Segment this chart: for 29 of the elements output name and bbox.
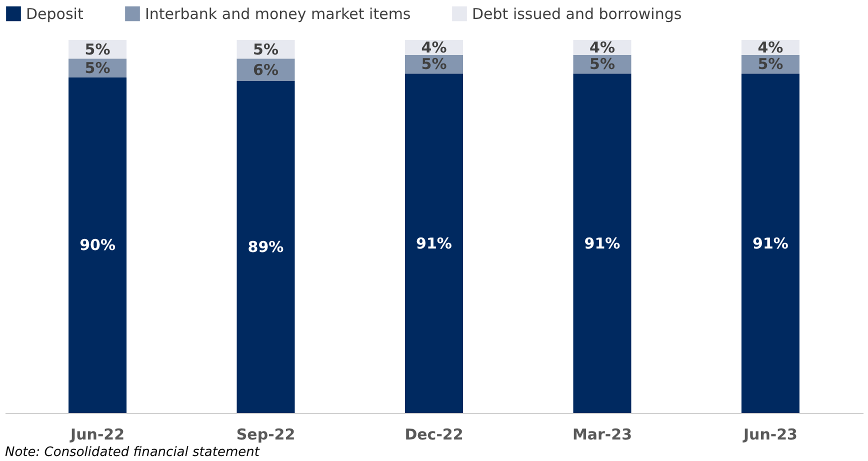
data-label: 91% <box>752 234 788 252</box>
x-tick-label: Dec-22 <box>404 426 464 444</box>
data-label: 5% <box>421 55 447 74</box>
x-tick-label: Jun-23 <box>742 426 798 444</box>
bar <box>68 77 127 413</box>
data-label: 4% <box>758 38 784 56</box>
data-label: 5% <box>590 55 615 74</box>
data-label: 89% <box>248 238 284 256</box>
legend-label: Interbank and money market items <box>145 4 411 23</box>
bar <box>573 74 632 413</box>
x-tick-label: Jun-22 <box>70 426 125 444</box>
x-tick-label: Mar-23 <box>572 426 632 444</box>
data-label: 5% <box>253 40 278 58</box>
legend-label: Debt issued and borrowings <box>472 4 682 23</box>
data-label: 5% <box>84 40 110 58</box>
data-label: 5% <box>758 55 784 74</box>
data-label: 4% <box>590 38 615 56</box>
data-label: 4% <box>421 38 447 56</box>
bar <box>236 81 295 413</box>
text: Note: Consolidated financial statement <box>5 445 260 460</box>
bar <box>741 74 800 413</box>
data-label: 91% <box>416 234 452 252</box>
data-label: 90% <box>80 236 116 254</box>
x-tick-label: Sep-22 <box>236 426 296 444</box>
data-label: 91% <box>584 234 620 252</box>
bar <box>405 74 463 413</box>
data-label: 6% <box>253 60 278 79</box>
legend-label: Deposit <box>26 4 84 23</box>
data-label: 5% <box>84 58 110 77</box>
